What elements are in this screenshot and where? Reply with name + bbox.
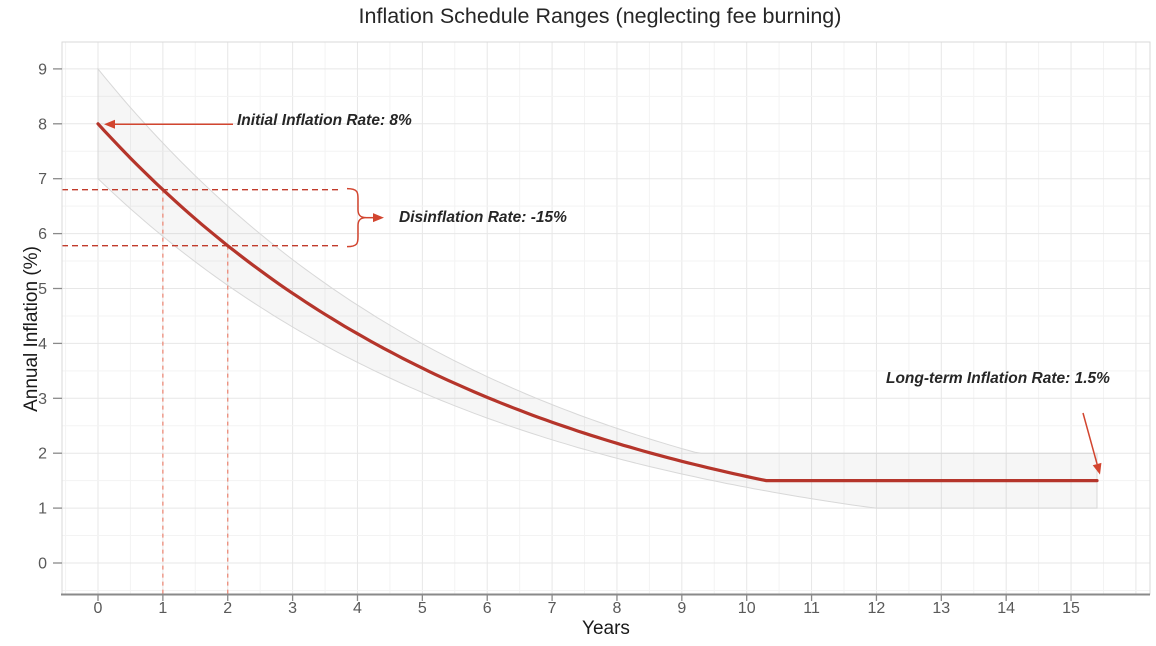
x-tick-label: 3 (288, 600, 297, 617)
annotation-initial-inflation: Initial Inflation Rate: 8% (237, 112, 412, 129)
range-band (97, 67, 1098, 509)
x-tick-label: 15 (1062, 600, 1080, 617)
longterm-rate-arrow-head (1092, 462, 1102, 475)
y-tick-label: 7 (38, 171, 47, 188)
disinflation-brace (346, 187, 367, 248)
y-tick-label: 4 (38, 336, 47, 353)
y-tick-label: 5 (38, 281, 47, 298)
x-tick-label: 0 (94, 600, 103, 617)
x-tick-label: 6 (483, 600, 492, 617)
x-tick-label: 1 (158, 600, 167, 617)
y-tick-label: 6 (38, 226, 47, 243)
y-tick-label: 0 (38, 556, 47, 573)
y-tick-label: 3 (38, 391, 47, 408)
x-tick-label: 4 (353, 600, 362, 617)
annotation-longterm-inflation: Long-term Inflation Rate: 1.5% (886, 370, 1110, 387)
x-tick-label: 7 (548, 600, 557, 617)
x-tick-label: 9 (677, 600, 686, 617)
inflation-curve (96, 122, 1099, 483)
longterm-rate-arrow (1082, 412, 1098, 465)
annotation-disinflation-rate: Disinflation Rate: -15% (399, 209, 567, 226)
x-tick-label: 5 (418, 600, 427, 617)
x-axis-title: Years (582, 618, 630, 639)
y-tick-label: 8 (38, 116, 47, 133)
x-tick-label: 11 (803, 600, 820, 617)
x-tick-label: 13 (932, 600, 950, 617)
y-tick-label: 9 (38, 61, 47, 78)
disinflation-pointer-head (373, 213, 384, 223)
x-tick-label: 2 (223, 600, 232, 617)
y-tick-label: 1 (38, 501, 47, 518)
x-tick-label: 8 (613, 600, 622, 617)
x-tick-label: 10 (738, 600, 756, 617)
chart-title: Inflation Schedule Ranges (neglecting fe… (358, 4, 842, 28)
x-tick-label: 12 (868, 600, 886, 617)
y-tick-label: 2 (38, 446, 47, 463)
initial-rate-arrow-head (104, 119, 115, 129)
x-tick-label: 14 (997, 600, 1015, 617)
